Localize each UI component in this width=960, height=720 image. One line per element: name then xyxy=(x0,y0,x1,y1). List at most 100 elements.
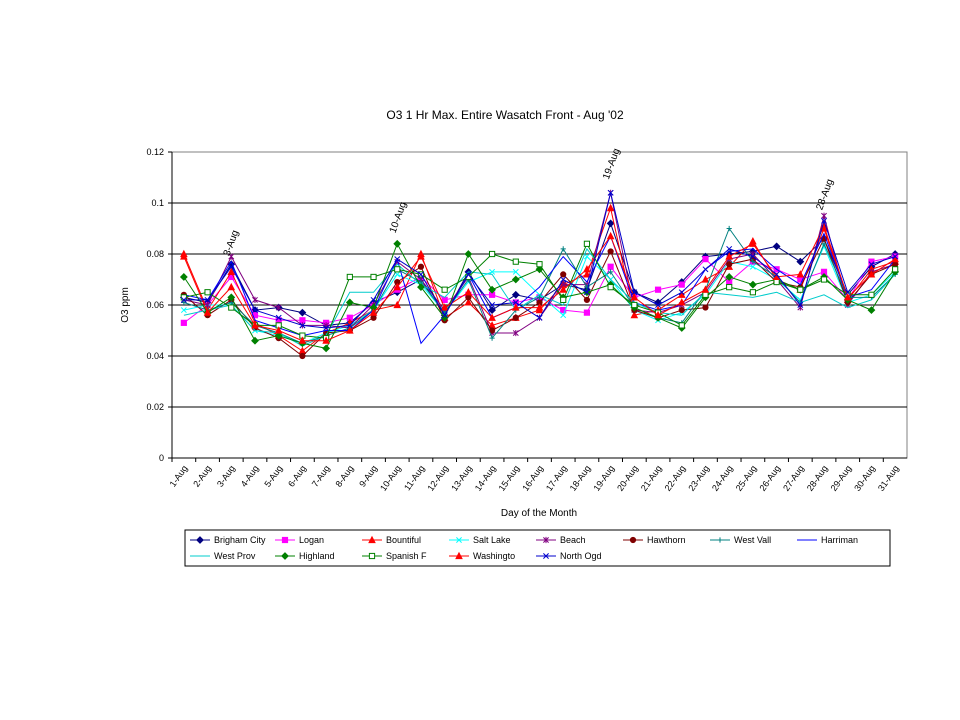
data-point xyxy=(464,298,473,306)
data-point xyxy=(630,293,639,301)
legend-label: Spanish F xyxy=(386,551,427,561)
legend-marker xyxy=(368,552,376,560)
data-point xyxy=(323,324,330,331)
y-axis-label: O3 ppm xyxy=(120,287,131,323)
data-point xyxy=(560,307,567,314)
data-point xyxy=(560,271,567,278)
data-point xyxy=(298,308,307,317)
data-point xyxy=(275,314,282,321)
data-point xyxy=(559,285,568,293)
data-point xyxy=(227,282,236,291)
data-point xyxy=(204,301,211,309)
data-point xyxy=(821,212,827,219)
data-point xyxy=(608,269,614,275)
data-point xyxy=(251,312,259,319)
data-point xyxy=(583,270,591,278)
data-point xyxy=(630,310,639,319)
data-point xyxy=(536,261,543,268)
data-point xyxy=(228,253,235,260)
x-tick-label: 3-Aug xyxy=(215,463,237,488)
y-tick-label: 0.04 xyxy=(146,351,164,361)
data-point xyxy=(748,280,757,289)
data-point xyxy=(655,302,662,308)
data-point xyxy=(726,284,733,291)
legend-label: Harriman xyxy=(821,535,858,545)
data-point xyxy=(465,271,472,278)
data-point xyxy=(204,289,211,296)
data-point xyxy=(678,289,685,296)
data-point xyxy=(228,263,235,270)
y-tick-label: 0.02 xyxy=(146,402,164,412)
data-point xyxy=(299,352,306,360)
data-point xyxy=(512,268,519,275)
data-point xyxy=(393,239,402,248)
legend-item: Hawthorn xyxy=(623,535,686,545)
x-tick-label: 25-Aug xyxy=(734,463,759,493)
data-point xyxy=(796,257,805,266)
data-point xyxy=(299,322,306,329)
data-point xyxy=(536,294,543,300)
y-axis: 0 0.02 0.04 0.06 0.08 0.1 0.12 xyxy=(146,147,907,463)
x-tick-label: 23-Aug xyxy=(686,463,711,493)
data-point xyxy=(180,319,187,326)
series-lines xyxy=(179,189,900,360)
data-point xyxy=(560,246,566,252)
x-tick-label: 11-Aug xyxy=(402,463,426,492)
data-point xyxy=(489,302,496,308)
x-tick-label: 22-Aug xyxy=(663,463,688,493)
data-point xyxy=(726,225,732,232)
data-point xyxy=(773,278,780,286)
data-point xyxy=(796,270,805,278)
x-tick-label: 5-Aug xyxy=(262,463,284,488)
data-point xyxy=(370,273,377,281)
legend-item: West Prov xyxy=(190,551,256,561)
data-point xyxy=(464,287,473,296)
data-point xyxy=(346,322,353,329)
data-point xyxy=(607,248,614,255)
data-point xyxy=(488,306,496,315)
data-point xyxy=(346,273,353,281)
data-point xyxy=(536,314,543,321)
x-tick-label: 9-Aug xyxy=(357,463,379,488)
data-point xyxy=(583,240,591,247)
y-tick-label: 0.08 xyxy=(146,249,164,259)
legend-item: West Vall xyxy=(710,535,771,545)
data-point xyxy=(892,253,899,260)
data-point xyxy=(252,307,258,314)
legend-label: North Ogd xyxy=(560,551,602,561)
data-point xyxy=(749,253,756,260)
data-point xyxy=(868,291,875,298)
data-point xyxy=(797,286,804,293)
data-point xyxy=(701,275,710,283)
data-point xyxy=(583,253,590,260)
x-tick-label: 29-Aug xyxy=(829,463,854,493)
data-point xyxy=(394,266,401,273)
data-point xyxy=(820,276,828,283)
data-point xyxy=(251,336,259,345)
legend-marker xyxy=(196,536,204,544)
series-north-ogd xyxy=(180,189,899,331)
y-tick-label: 0 xyxy=(159,453,164,463)
data-point xyxy=(393,300,402,309)
series-washingto xyxy=(180,221,899,344)
y-tick-label: 0.1 xyxy=(151,198,164,208)
x-axis-label: Day of the Month xyxy=(501,508,577,519)
x-tick-label: 8-Aug xyxy=(333,463,355,488)
data-point xyxy=(749,289,756,296)
legend-item: Brigham City xyxy=(190,535,266,545)
data-point xyxy=(631,301,638,309)
legend-label: West Vall xyxy=(734,535,771,545)
data-point xyxy=(488,285,496,294)
data-point xyxy=(749,263,756,270)
data-point xyxy=(654,310,662,319)
legend-marker xyxy=(455,551,463,560)
data-point xyxy=(511,275,520,284)
data-point xyxy=(512,329,519,337)
data-point xyxy=(369,308,378,316)
data-point xyxy=(512,314,519,321)
data-point xyxy=(535,303,544,311)
data-point xyxy=(678,307,685,314)
legend-item: North Ogd xyxy=(536,551,602,561)
data-point xyxy=(441,312,448,319)
